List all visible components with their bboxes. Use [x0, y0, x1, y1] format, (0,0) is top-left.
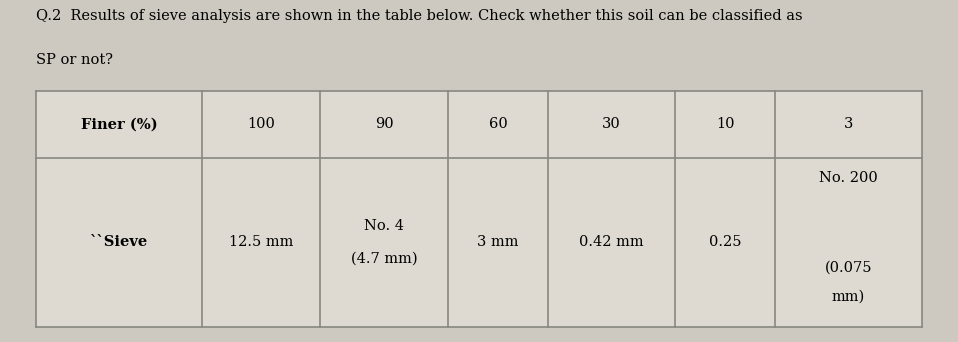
Text: SP or not?: SP or not? [36, 53, 113, 67]
Text: Q.2  Results of sieve analysis are shown in the table below. Check whether this : Q.2 Results of sieve analysis are shown … [36, 9, 803, 23]
Text: 3: 3 [844, 117, 853, 131]
Text: mm): mm) [832, 289, 865, 303]
Text: No. 200: No. 200 [819, 171, 878, 185]
Text: ``Sieve: ``Sieve [90, 235, 148, 249]
Text: 10: 10 [716, 117, 735, 131]
Text: 30: 30 [603, 117, 621, 131]
Text: 100: 100 [247, 117, 275, 131]
Text: 3 mm: 3 mm [477, 235, 518, 249]
Text: 60: 60 [489, 117, 508, 131]
Text: No. 4: No. 4 [364, 219, 404, 233]
Text: (0.075: (0.075 [825, 261, 872, 275]
Text: (4.7 mm): (4.7 mm) [351, 252, 418, 266]
Text: 0.25: 0.25 [709, 235, 741, 249]
Text: 12.5 mm: 12.5 mm [229, 235, 293, 249]
Text: Finer (%): Finer (%) [80, 117, 157, 131]
Text: 90: 90 [375, 117, 394, 131]
Text: 0.42 mm: 0.42 mm [580, 235, 644, 249]
